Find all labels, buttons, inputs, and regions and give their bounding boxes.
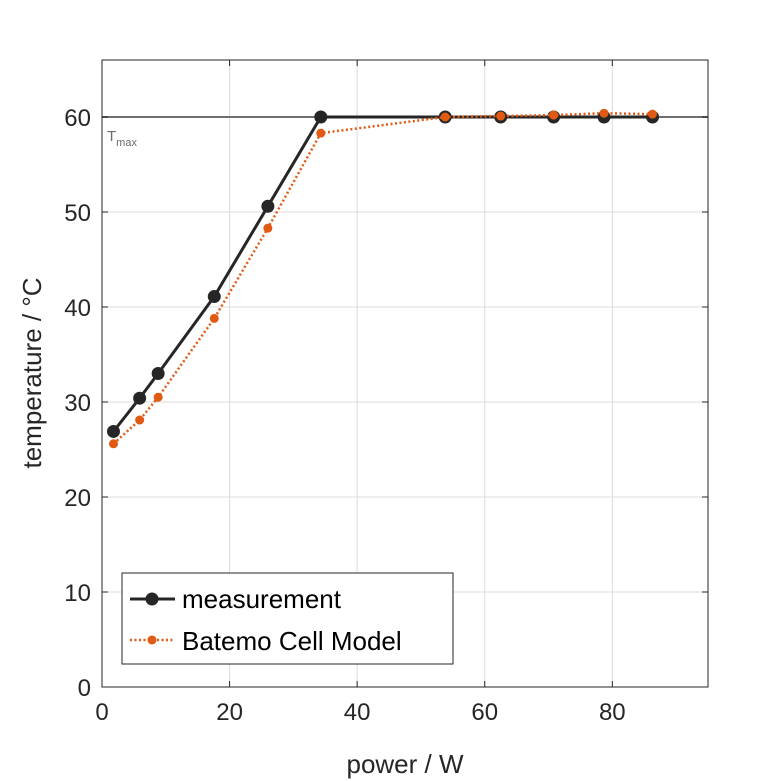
x-tick-label: 40 bbox=[344, 699, 371, 726]
data-point-batemo-cell-model bbox=[209, 313, 219, 323]
plot-frame bbox=[101, 59, 709, 688]
legend-marker-batemo-cell-model bbox=[147, 635, 157, 645]
series-group bbox=[106, 108, 660, 449]
data-point-measurement bbox=[133, 391, 147, 405]
legend: measurement Batemo Cell Model bbox=[121, 572, 454, 665]
y-tick-label: 20 bbox=[64, 485, 91, 512]
tmax-label-subscript: max bbox=[116, 137, 137, 149]
x-tick-label: 20 bbox=[216, 699, 243, 726]
legend-box bbox=[121, 572, 454, 665]
legend-items bbox=[130, 592, 175, 645]
y-tick-label: 10 bbox=[64, 580, 91, 607]
x-tick-label: 60 bbox=[471, 699, 498, 726]
data-point-batemo-cell-model bbox=[496, 111, 506, 121]
data-point-measurement bbox=[151, 367, 165, 380]
legend-marker-measurement bbox=[145, 592, 159, 606]
data-point-batemo-cell-model bbox=[440, 112, 450, 122]
legend-label-batemo-cell-model: Batemo Cell Model bbox=[182, 626, 402, 656]
x-tick-label: 80 bbox=[599, 699, 626, 726]
y-axis-title: temperature / °C bbox=[17, 277, 47, 468]
legend-label-measurement: measurement bbox=[182, 584, 342, 614]
y-tick-label: 50 bbox=[64, 200, 91, 227]
data-point-batemo-cell-model bbox=[648, 109, 658, 119]
data-point-batemo-cell-model bbox=[316, 128, 326, 138]
data-point-batemo-cell-model bbox=[108, 439, 118, 449]
data-point-batemo-cell-model bbox=[135, 415, 145, 425]
data-point-batemo-cell-model bbox=[263, 223, 273, 233]
data-point-measurement bbox=[207, 290, 221, 304]
data-point-batemo-cell-model bbox=[599, 108, 609, 118]
y-tick-label: 0 bbox=[78, 675, 91, 702]
y-tick-label: 30 bbox=[64, 390, 91, 417]
y-tick-label: 60 bbox=[64, 105, 91, 132]
y-tick-label: 40 bbox=[64, 295, 91, 322]
ticks-group: 0 20 40 60 80 0 10 20 30 40 50 60 bbox=[64, 60, 708, 726]
x-tick-label: 0 bbox=[95, 699, 108, 726]
data-point-batemo-cell-model bbox=[153, 392, 163, 402]
data-point-measurement bbox=[261, 199, 275, 213]
data-point-measurement bbox=[106, 424, 120, 438]
x-axis-title: power / W bbox=[346, 749, 463, 779]
data-point-measurement bbox=[314, 110, 328, 124]
data-point-batemo-cell-model bbox=[549, 110, 559, 120]
